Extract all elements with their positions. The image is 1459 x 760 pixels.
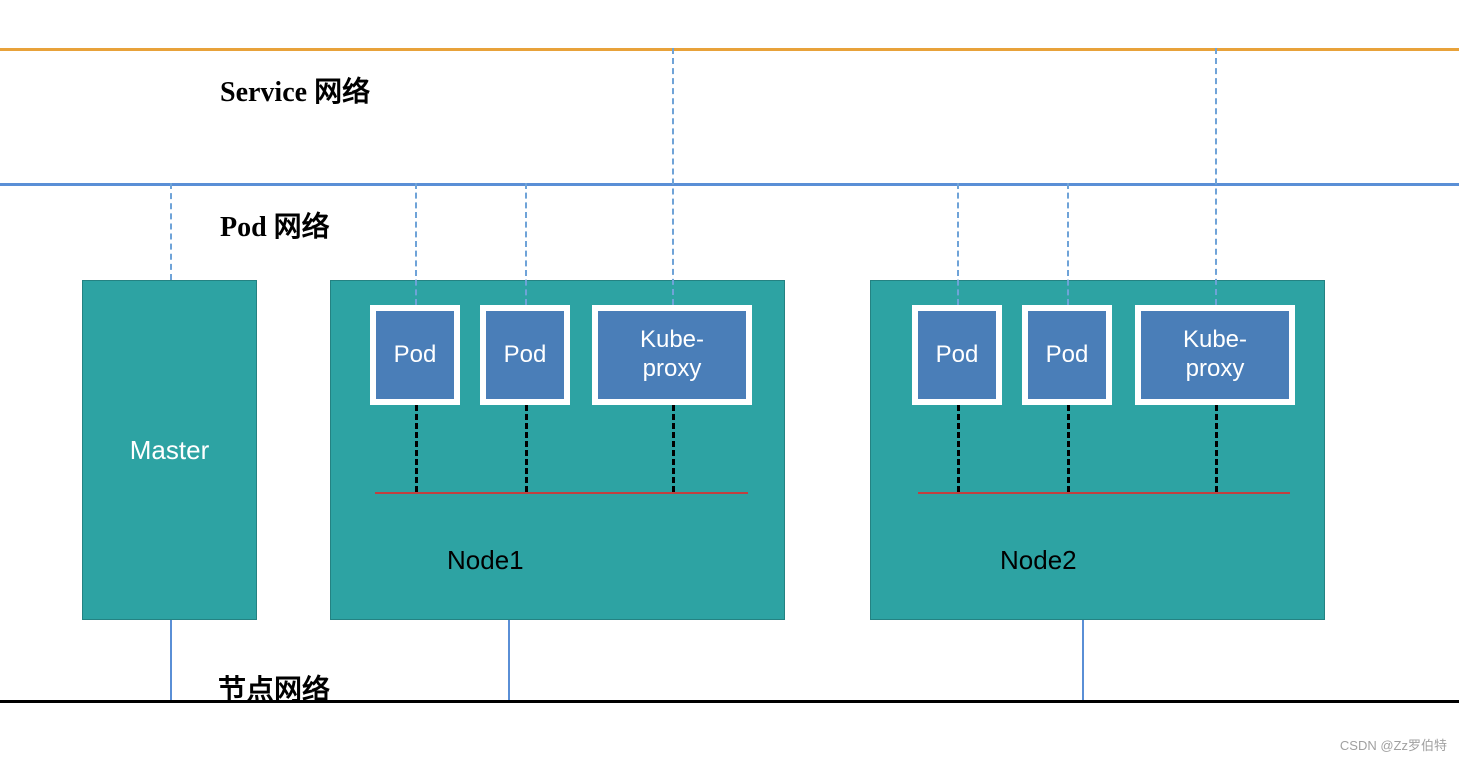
connector-up-node0-box2 bbox=[672, 48, 674, 305]
node-label-0: Node1 bbox=[447, 545, 524, 576]
connector-to-node-net-0 bbox=[170, 620, 172, 700]
node-1-box-2: Kube-proxy bbox=[1135, 305, 1295, 405]
connector-up-node1-box0 bbox=[957, 183, 959, 305]
master-box: Master bbox=[82, 280, 257, 620]
connector-down-node1-box0 bbox=[957, 405, 960, 492]
node-1-box-0: Pod bbox=[912, 305, 1002, 405]
node-0-inner-network-line bbox=[375, 492, 748, 494]
connector-down-node0-box2 bbox=[672, 405, 675, 492]
pod-network-label: Pod 网络 bbox=[220, 205, 330, 245]
connector-up-node0-box0 bbox=[415, 183, 417, 305]
connector-up-node0-box1 bbox=[525, 183, 527, 305]
connector-down-node0-box1 bbox=[525, 405, 528, 492]
node-1-inner-network-line bbox=[918, 492, 1290, 494]
connector-to-node-net-1 bbox=[508, 620, 510, 700]
master-label: Master bbox=[130, 435, 209, 466]
watermark: CSDN @Zz罗伯特 bbox=[1340, 735, 1447, 754]
connector-down-node1-box2 bbox=[1215, 405, 1218, 492]
node-label-1: Node2 bbox=[1000, 545, 1077, 576]
service-network-line bbox=[0, 48, 1459, 51]
pod-network-line bbox=[0, 183, 1459, 186]
connector-down-node1-box1 bbox=[1067, 405, 1070, 492]
service-network-label: Service 网络 bbox=[220, 70, 370, 110]
node-1-box-1: Pod bbox=[1022, 305, 1112, 405]
connector-up-node1-box1 bbox=[1067, 183, 1069, 305]
node-0-box-0: Pod bbox=[370, 305, 460, 405]
connector-master-to-pod-net bbox=[170, 183, 172, 280]
node-0-box-1: Pod bbox=[480, 305, 570, 405]
connector-up-node1-box2 bbox=[1215, 48, 1217, 305]
node-0-box-2: Kube-proxy bbox=[592, 305, 752, 405]
node-network-label: 节点网络 bbox=[218, 668, 330, 708]
connector-to-node-net-2 bbox=[1082, 620, 1084, 700]
connector-down-node0-box0 bbox=[415, 405, 418, 492]
